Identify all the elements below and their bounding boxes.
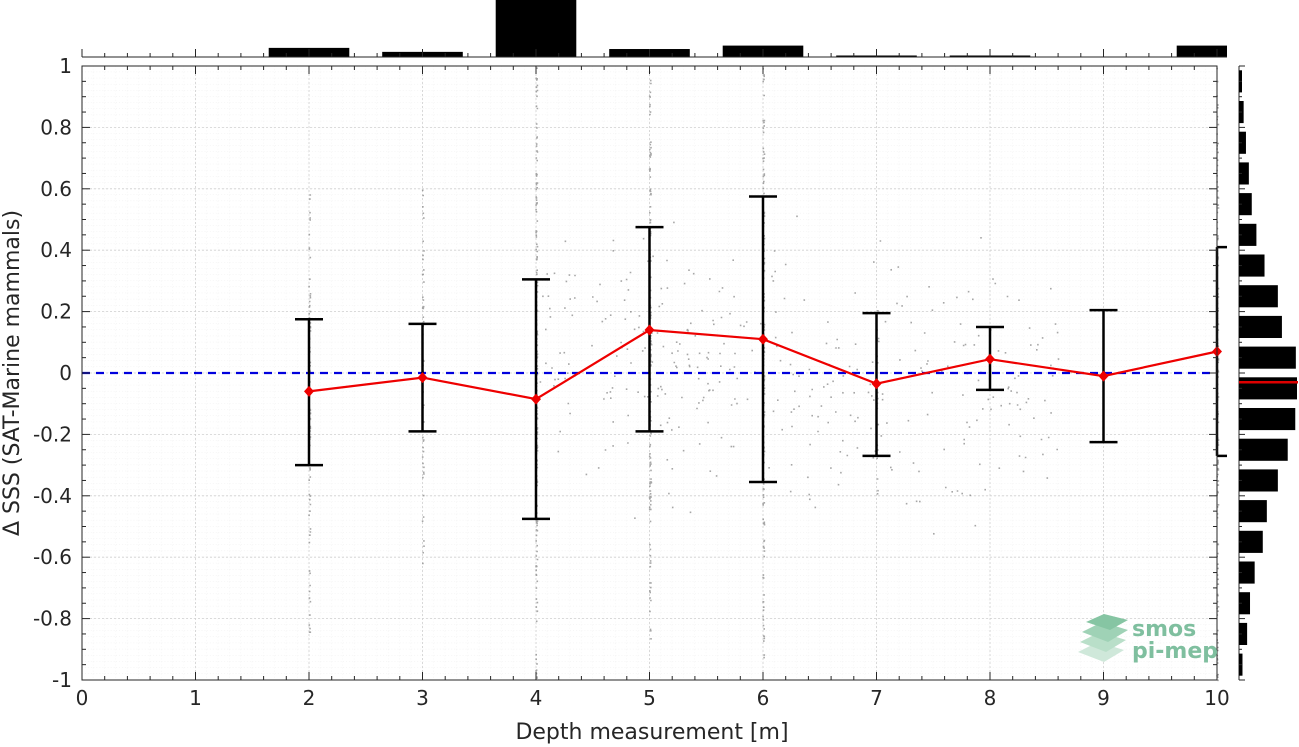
data-point [1098, 370, 1109, 382]
y-tick-label: 0.8 [40, 115, 72, 139]
y-tick-label: 0.6 [40, 177, 72, 201]
y-tick-label: -0.4 [33, 484, 72, 508]
data-point [871, 378, 882, 390]
y-tick-label: -0.2 [33, 422, 72, 446]
x-axis-label: Depth measurement [m] [515, 720, 788, 745]
top-histogram-ticks [81, 49, 1218, 57]
top-histogram [81, 0, 1227, 58]
top-histogram-bar [495, 0, 577, 57]
right-histogram-bar [1239, 377, 1297, 400]
right-histogram-bar [1239, 254, 1265, 277]
right-histogram-bar [1239, 346, 1296, 369]
right-histogram-bars [1239, 70, 1297, 676]
data-point [644, 324, 655, 336]
x-tick-label: 3 [416, 686, 429, 710]
right-histogram-bar [1239, 315, 1282, 339]
right-histogram-bar [1239, 407, 1296, 431]
y-axis: 1 0.8 0.6 0.4 0.2 0 -0.2 -0.4 -0.6 -0.8 … [0, 54, 72, 692]
x-tick-label: 4 [530, 686, 543, 710]
tick-marks [81, 65, 1218, 681]
right-histogram-bar [1239, 561, 1255, 584]
data-point [304, 385, 314, 397]
y-tick-label: 0 [59, 361, 72, 385]
data-point [758, 333, 768, 345]
x-axis: 0 1 2 3 4 5 6 7 8 9 10 Depth measurement… [76, 686, 1230, 745]
y-tick-label: -0.8 [33, 607, 72, 631]
y-tick-label: -0.6 [33, 545, 72, 569]
x-tick-label: 2 [303, 686, 316, 710]
y-tick-label: 1 [59, 54, 72, 78]
right-histogram-bar [1239, 622, 1248, 646]
y-tick-label: 0.4 [40, 238, 72, 262]
right-histogram-bar [1239, 530, 1263, 553]
right-histogram-bar [1239, 162, 1249, 185]
right-histogram-bar [1239, 438, 1288, 461]
x-tick-label: 0 [76, 686, 89, 710]
logo-text-smos: smos [1132, 617, 1196, 642]
x-tick-label: 6 [757, 686, 770, 710]
right-histogram-bar [1239, 131, 1246, 154]
marker-layer [304, 324, 1222, 405]
right-histogram-bar [1239, 193, 1252, 216]
right-histogram-bar [1239, 469, 1278, 492]
x-tick-label: 10 [1204, 686, 1229, 710]
top-histogram-bars [268, 0, 1227, 57]
data-point [985, 353, 995, 365]
right-histogram [1238, 65, 1298, 681]
right-histogram-bar [1239, 223, 1257, 246]
top-histogram-bar [1176, 45, 1227, 57]
right-histogram-ticks [1239, 65, 1245, 681]
logo-text-pimep: pi-mep [1132, 639, 1218, 664]
x-tick-label: 9 [1097, 686, 1110, 710]
logo-icon [1078, 614, 1128, 662]
plot-frame [81, 65, 1218, 681]
smos-pimep-logo: smos pi-mep [1078, 614, 1218, 664]
right-histogram-bar [1239, 592, 1251, 615]
right-histogram-bar [1239, 285, 1278, 308]
x-tick-label: 8 [984, 686, 997, 710]
x-tick-label: 5 [643, 686, 656, 710]
x-tick-label: 7 [870, 686, 883, 710]
x-tick-label: 1 [189, 686, 202, 710]
right-histogram-bar [1239, 500, 1267, 523]
y-tick-label: 0.2 [40, 300, 72, 324]
y-tick-label: -1 [52, 668, 72, 692]
data-point [531, 393, 541, 405]
y-axis-label: Δ SSS (SAT-Marine mammals) [0, 210, 25, 536]
data-point [417, 372, 428, 384]
